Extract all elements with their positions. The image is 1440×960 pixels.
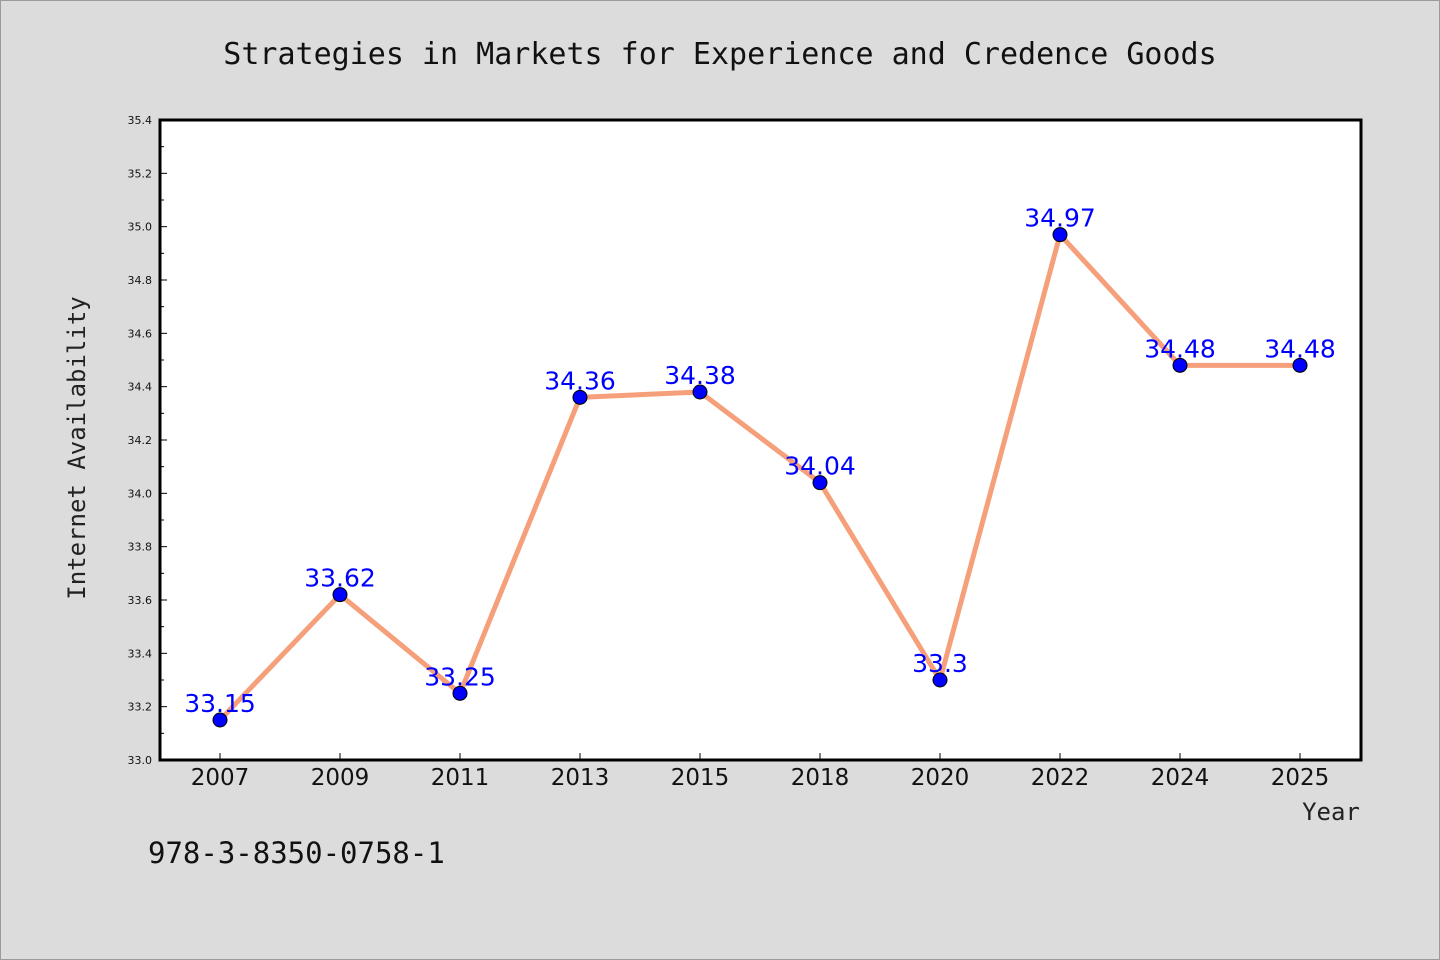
x-tick-label: 2020 bbox=[911, 765, 970, 791]
data-label: 33.25 bbox=[424, 662, 496, 691]
data-label: 34.48 bbox=[1144, 334, 1216, 363]
x-tick-label: 2009 bbox=[311, 765, 370, 791]
data-label: 33.15 bbox=[184, 689, 256, 718]
y-tick-label: 33.4 bbox=[128, 647, 153, 660]
data-point bbox=[692, 384, 708, 400]
x-tick-label: 2018 bbox=[791, 765, 850, 791]
data-point bbox=[212, 712, 228, 728]
data-label: 34.97 bbox=[1024, 204, 1096, 233]
y-tick-label: 35.2 bbox=[128, 167, 153, 180]
data-series bbox=[212, 227, 1308, 728]
y-tick-label: 34.4 bbox=[128, 381, 153, 394]
isbn-text: 978-3-8350-0758-1 bbox=[148, 836, 445, 870]
x-tick-label: 2013 bbox=[551, 765, 610, 791]
x-tick-label: 2007 bbox=[191, 765, 250, 791]
data-point bbox=[1292, 357, 1308, 373]
data-label: 33.3 bbox=[912, 649, 968, 678]
y-tick-label: 33.2 bbox=[128, 701, 153, 714]
data-label: 33.62 bbox=[304, 564, 376, 593]
x-tick-label: 2025 bbox=[1271, 765, 1330, 791]
x-tick-label: 2011 bbox=[431, 765, 490, 791]
data-point bbox=[1172, 357, 1188, 373]
data-label: 34.38 bbox=[664, 361, 736, 390]
x-axis-label: Year bbox=[1302, 798, 1360, 826]
data-label: 34.04 bbox=[784, 452, 856, 481]
y-tick-label: 35.0 bbox=[128, 221, 153, 234]
y-tick-label: 33.8 bbox=[128, 541, 153, 554]
plot-area bbox=[158, 118, 1363, 762]
data-point bbox=[1052, 227, 1068, 243]
y-tick-label: 34.2 bbox=[128, 434, 153, 447]
x-tick-label: 2024 bbox=[1151, 765, 1210, 791]
y-tick-label: 33.6 bbox=[128, 594, 153, 607]
x-tick-label: 2022 bbox=[1031, 765, 1090, 791]
y-tick-label: 33.0 bbox=[128, 754, 153, 767]
y-tick-label: 34.6 bbox=[128, 327, 153, 340]
series-line bbox=[217, 232, 1303, 723]
x-axis-ticks: 2007 2009 2011 2013 2015 2018 2020 2022 2024 2025 bbox=[191, 753, 1330, 791]
data-point bbox=[452, 685, 468, 701]
data-point bbox=[332, 587, 348, 603]
y-axis-label: Internet Availability bbox=[63, 296, 91, 599]
x-tick-label: 2015 bbox=[671, 765, 730, 791]
y-tick-label: 34.8 bbox=[128, 274, 153, 287]
y-tick-label: 35.4 bbox=[128, 114, 153, 127]
y-tick-label: 34.0 bbox=[128, 487, 153, 500]
chart-title: Strategies in Markets for Experience and… bbox=[223, 37, 1216, 72]
data-point bbox=[932, 672, 948, 688]
data-point bbox=[572, 389, 588, 405]
data-label: 34.36 bbox=[544, 366, 616, 395]
data-labels: 33.15 33.62 33.25 34.36 34.38 34.04 33.3 34.97 3… bbox=[184, 204, 1336, 718]
y-axis-ticks: 33.0 33.2 33.4 33.6 33.8 34.0 34.2 34.4 34.6 34.8… bbox=[128, 114, 167, 767]
data-label: 34.48 bbox=[1264, 334, 1336, 363]
data-point bbox=[812, 475, 828, 491]
